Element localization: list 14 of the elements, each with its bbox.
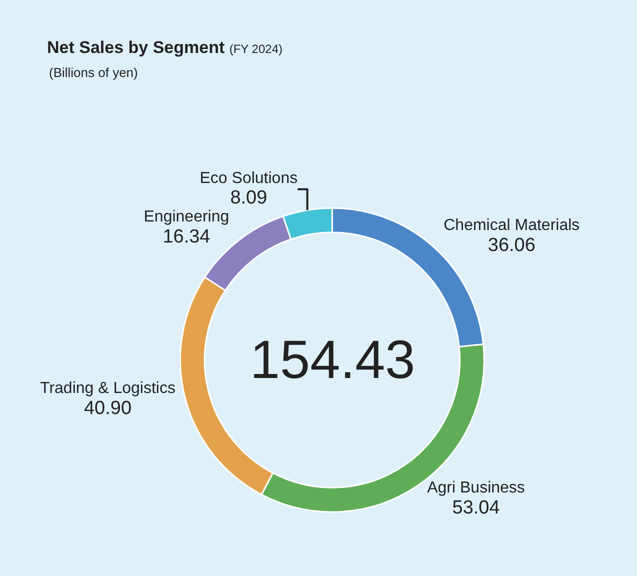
slice-label: Trading & Logistics [40,380,176,398]
data-label: 16.34 [162,226,211,248]
data-label: 36.06 [488,234,536,256]
text: (Billions of yen) [49,65,138,80]
chart-title: Net Sales by Segment [47,38,225,57]
slice-label: Engineering [144,208,230,226]
slice-label: Chemical Materials [444,217,580,234]
slice-label: Eco Solutions [200,170,298,187]
data-label: 53.04 [452,497,500,518]
slice-label: Agri Business [427,480,525,497]
data-label: 40.90 [84,398,132,419]
text: 154.43 [250,330,416,390]
chart-subtitle: (FY 2024) [229,42,282,56]
data-label: 8.09 [230,188,268,209]
